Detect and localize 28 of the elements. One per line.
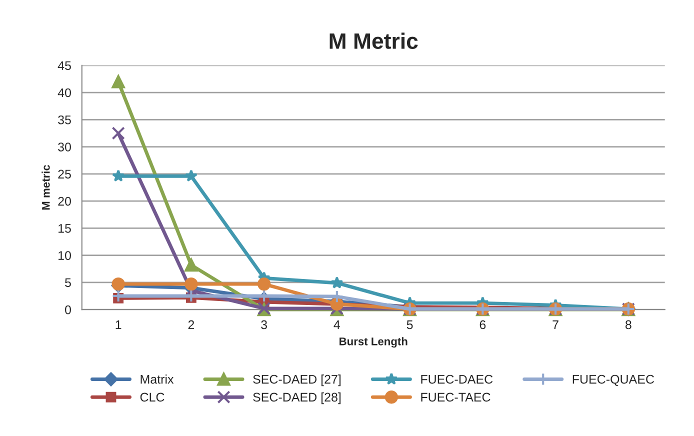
x-tick-label: 2 (188, 320, 194, 330)
y-tick-label: 25 (58, 170, 71, 179)
legend-label: Matrix (140, 374, 174, 384)
x-tick-label: 4 (334, 320, 340, 330)
x-tick-label: 3 (261, 320, 267, 330)
x-tick-label: 7 (552, 320, 558, 330)
x-axis-title: Burst Length (340, 337, 408, 348)
legend-label: SEC-DAED [28] (253, 392, 341, 404)
x-tick-label: 1 (116, 320, 122, 330)
y-tick-label: 40 (58, 88, 71, 98)
x-tick-label: 8 (625, 320, 632, 330)
y-tick-label: 5 (65, 278, 71, 288)
y-tick-label: 15 (58, 224, 71, 233)
x-tick-label: 5 (406, 320, 413, 330)
legend-label: SEC-DAED [27] (253, 374, 341, 386)
legend-label: FUEC-DAEC (421, 374, 493, 384)
y-tick-label: 10 (58, 251, 71, 260)
y-tick-label: 30 (58, 142, 71, 152)
legend-label: FUEC-TAEC (421, 392, 490, 402)
y-axis-title: M metric (42, 164, 50, 210)
y-tick-label: 20 (58, 196, 71, 206)
x-tick-label: 6 (480, 320, 486, 330)
legend-label: FUEC-QUAEC (572, 374, 654, 386)
y-tick-label: 45 (58, 61, 71, 70)
y-tick-label: 35 (58, 115, 71, 124)
y-tick-label: 0 (65, 305, 71, 314)
chart-title: M Metric (330, 32, 418, 49)
legend-label: CLC (140, 392, 164, 402)
